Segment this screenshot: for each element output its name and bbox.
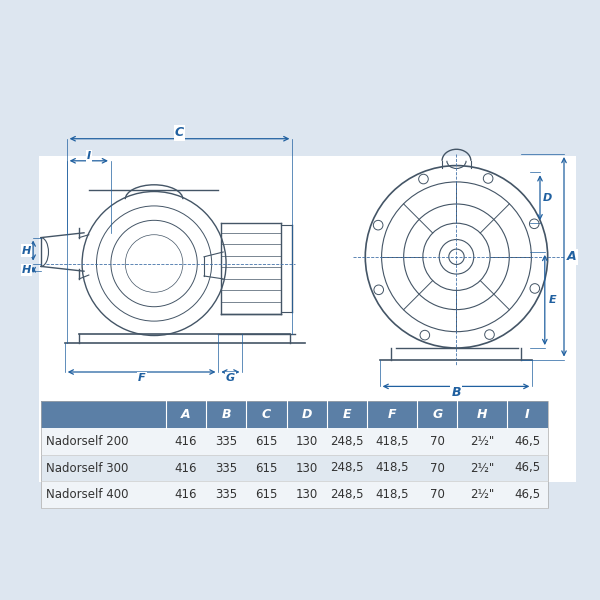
Text: 615: 615 — [255, 461, 278, 475]
Text: Nadorself 200: Nadorself 200 — [46, 434, 128, 448]
Text: F: F — [388, 408, 397, 421]
Text: 418,5: 418,5 — [376, 488, 409, 502]
Text: Nadorself 300: Nadorself 300 — [46, 461, 128, 475]
Text: 130: 130 — [296, 488, 318, 502]
Text: I: I — [87, 151, 91, 161]
Text: 2½": 2½" — [470, 461, 494, 475]
Text: 248,5: 248,5 — [330, 434, 364, 448]
Text: 248,5: 248,5 — [330, 461, 364, 475]
Text: 335: 335 — [215, 488, 237, 502]
Text: 416: 416 — [175, 488, 197, 502]
Text: 130: 130 — [296, 434, 318, 448]
Text: C: C — [262, 408, 271, 421]
Text: 248,5: 248,5 — [330, 488, 364, 502]
Text: 70: 70 — [430, 434, 445, 448]
Text: 335: 335 — [215, 461, 237, 475]
Bar — [41, 455, 548, 481]
Text: 130: 130 — [296, 461, 318, 475]
Bar — [41, 428, 548, 455]
Text: F: F — [138, 373, 145, 383]
Text: E: E — [343, 408, 351, 421]
Text: 416: 416 — [175, 434, 197, 448]
Text: H: H — [22, 265, 31, 275]
Text: 46,5: 46,5 — [514, 488, 541, 502]
Text: 2½": 2½" — [470, 488, 494, 502]
Text: C: C — [175, 127, 184, 139]
Bar — [39, 156, 577, 482]
Text: H: H — [477, 408, 488, 421]
Bar — [41, 401, 548, 428]
Text: 418,5: 418,5 — [376, 461, 409, 475]
Text: D: D — [543, 193, 553, 203]
Text: 335: 335 — [215, 434, 237, 448]
Text: B: B — [451, 386, 461, 398]
Text: G: G — [226, 373, 235, 383]
Bar — [41, 401, 548, 508]
Text: E: E — [548, 295, 556, 305]
Text: A: A — [181, 408, 191, 421]
Text: 615: 615 — [255, 434, 278, 448]
Text: I: I — [525, 408, 530, 421]
Text: 416: 416 — [175, 461, 197, 475]
Text: A: A — [567, 250, 577, 263]
Text: Nadorself 400: Nadorself 400 — [46, 488, 128, 502]
Text: G: G — [432, 408, 442, 421]
Text: B: B — [221, 408, 231, 421]
Text: 2½": 2½" — [470, 434, 494, 448]
Text: 615: 615 — [255, 488, 278, 502]
Bar — [41, 481, 548, 508]
Text: 70: 70 — [430, 488, 445, 502]
Text: H: H — [22, 245, 31, 256]
Text: 46,5: 46,5 — [514, 461, 541, 475]
Text: 46,5: 46,5 — [514, 434, 541, 448]
Text: D: D — [302, 408, 312, 421]
Text: 418,5: 418,5 — [376, 434, 409, 448]
Text: 70: 70 — [430, 461, 445, 475]
